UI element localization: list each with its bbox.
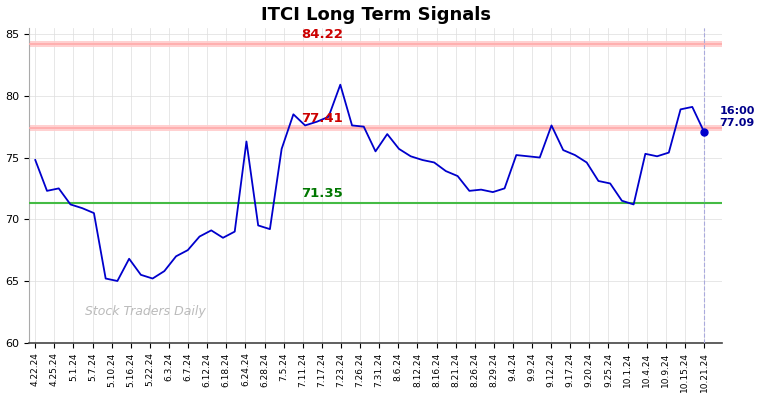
Title: ITCI Long Term Signals: ITCI Long Term Signals <box>260 6 491 23</box>
Text: Stock Traders Daily: Stock Traders Daily <box>85 304 205 318</box>
Text: 77.41: 77.41 <box>301 112 343 125</box>
Text: 71.35: 71.35 <box>301 187 343 200</box>
Text: 84.22: 84.22 <box>301 27 343 41</box>
Bar <box>30 125 721 131</box>
Bar <box>30 41 721 47</box>
Text: 16:00
77.09: 16:00 77.09 <box>719 106 755 128</box>
